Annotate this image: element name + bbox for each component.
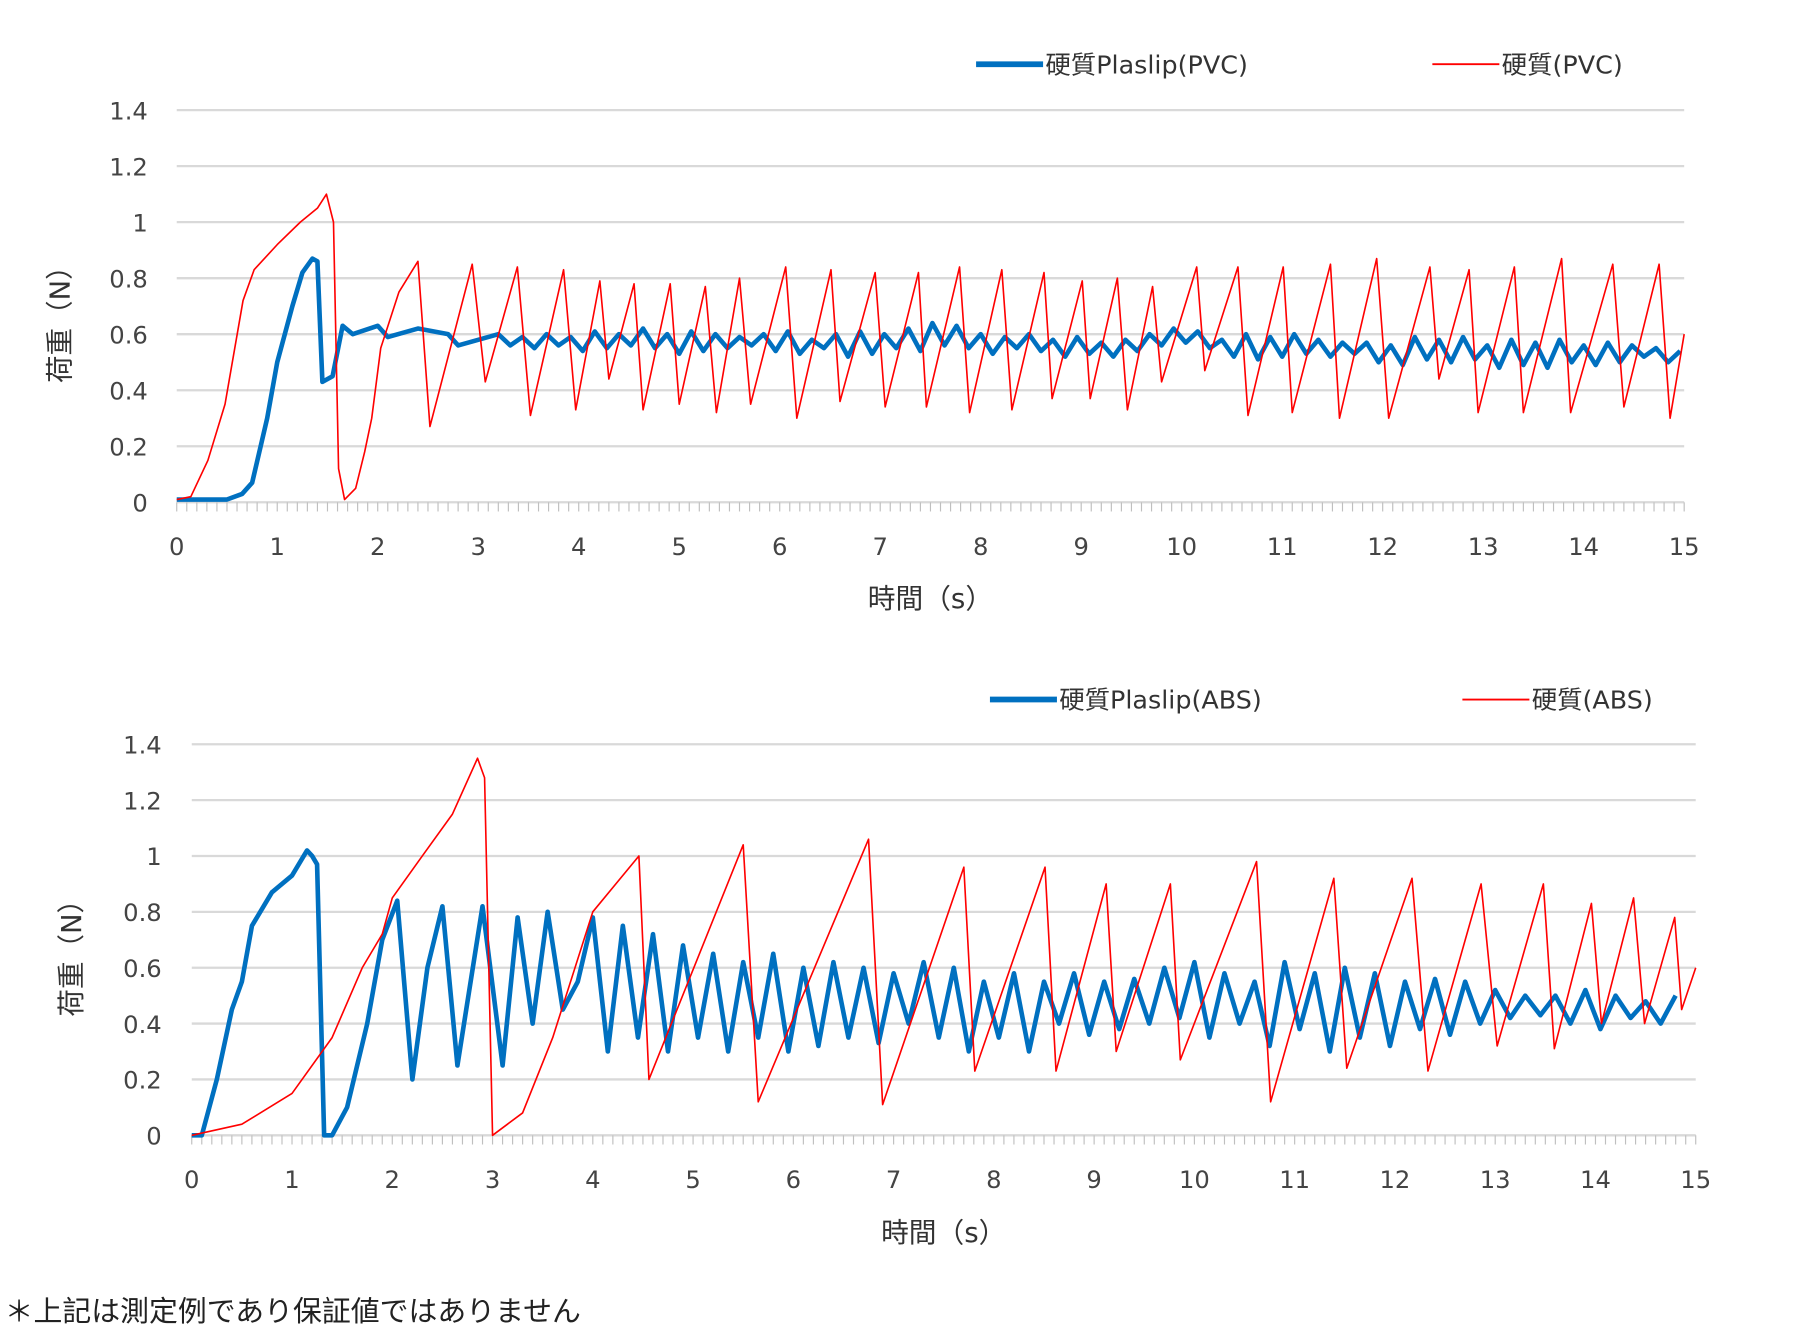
y-tick-label: 1.4: [123, 732, 162, 760]
footnote: ＊上記は測定例であり保証値ではありません: [5, 1294, 581, 1328]
x-tick-label: 2: [370, 533, 385, 561]
series-line-plaslip: [191, 848, 1678, 1138]
y-tick-label: 0.2: [109, 434, 148, 462]
y-tick-label: 0.8: [109, 265, 148, 293]
y-tick-label: 0.4: [123, 1011, 162, 1039]
series-line-standard: [176, 193, 1685, 501]
legend-label: 硬質Plaslip(PVC): [1045, 49, 1247, 79]
y-tick-label: 0: [132, 490, 147, 518]
y-tick-label: 0.8: [123, 899, 162, 927]
x-tick-label: 3: [485, 1166, 500, 1194]
x-tick-label: 5: [672, 533, 687, 561]
legend-label: 硬質(PVC): [1502, 49, 1623, 79]
x-axis-title: 時間（s）: [881, 1216, 1006, 1249]
y-axis-title: 荷重（N）: [55, 886, 88, 1017]
series-line-plaslip: [176, 256, 1682, 502]
x-tick-label: 7: [872, 533, 887, 561]
x-tick-label: 3: [471, 533, 486, 561]
x-tick-label: 8: [973, 533, 988, 561]
x-tick-label: 12: [1380, 1166, 1411, 1194]
x-axis-title: 時間（s）: [868, 582, 993, 615]
y-tick-label: 1.2: [109, 153, 148, 181]
x-tick-label: 9: [1073, 533, 1088, 561]
x-tick-label: 11: [1279, 1166, 1310, 1194]
x-tick-label: 13: [1468, 533, 1499, 561]
x-tick-label: 6: [772, 533, 787, 561]
x-tick-label: 14: [1580, 1166, 1611, 1194]
x-tick-label: 5: [685, 1166, 700, 1194]
y-tick-label: 0.6: [109, 321, 148, 349]
x-tick-label: 15: [1680, 1166, 1711, 1194]
x-tick-label: 10: [1179, 1166, 1210, 1194]
x-tick-label: 4: [585, 1166, 600, 1194]
y-tick-label: 0: [146, 1123, 161, 1151]
x-tick-label: 7: [886, 1166, 901, 1194]
x-tick-label: 4: [571, 533, 586, 561]
x-tick-label: 11: [1267, 533, 1298, 561]
y-tick-label: 0.4: [109, 377, 148, 405]
x-tick-label: 15: [1669, 533, 1700, 561]
x-tick-label: 10: [1166, 533, 1197, 561]
x-tick-label: 9: [1086, 1166, 1101, 1194]
x-tick-label: 12: [1367, 533, 1398, 561]
x-tick-label: 0: [184, 1166, 199, 1194]
x-tick-label: 8: [986, 1166, 1001, 1194]
x-tick-label: 13: [1480, 1166, 1511, 1194]
x-tick-label: 14: [1568, 533, 1599, 561]
x-tick-label: 1: [284, 1166, 299, 1194]
legend-label: 硬質Plaslip(ABS): [1059, 685, 1262, 715]
x-tick-label: 2: [385, 1166, 400, 1194]
series-line-standard: [191, 757, 1697, 1137]
legend-label: 硬質(ABS): [1532, 685, 1653, 715]
x-tick-label: 1: [270, 533, 285, 561]
y-axis-title: 荷重（N）: [43, 252, 76, 383]
x-tick-label: 0: [169, 533, 184, 561]
y-tick-label: 1.2: [123, 787, 162, 815]
chart-pvc: 00.20.40.60.811.21.40 1 2 3 4 5 6 7 8 9 10 11 12 13 14…: [43, 49, 1699, 614]
y-tick-label: 1.4: [109, 97, 148, 125]
chart-abs: 00.20.40.60.811.21.40 1 2 3 4 5 6 7 8 9 10 11 12 13 14…: [55, 685, 1711, 1249]
y-tick-label: 0.2: [123, 1067, 162, 1095]
x-tick-label: 6: [786, 1166, 801, 1194]
y-tick-label: 1: [132, 209, 147, 237]
y-tick-label: 0.6: [123, 955, 162, 983]
y-tick-label: 1: [146, 843, 161, 871]
